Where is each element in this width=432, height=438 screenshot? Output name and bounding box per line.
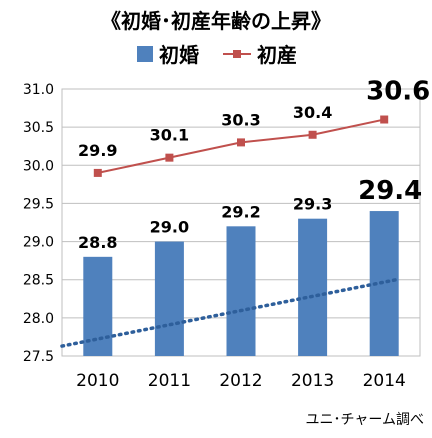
legend-label-bar: 初婚 bbox=[159, 43, 199, 67]
source-note: ユニ･チャーム調べ bbox=[306, 412, 424, 428]
x-tick-label: 2011 bbox=[148, 371, 191, 391]
line-value-label: 30.3 bbox=[221, 110, 260, 129]
y-tick-label: 29.0 bbox=[23, 235, 54, 251]
line-value-label: 30.6 bbox=[366, 77, 430, 107]
y-tick-label: 28.0 bbox=[23, 311, 54, 327]
y-tick-label: 31.0 bbox=[23, 82, 54, 98]
legend-swatch-marker bbox=[233, 50, 241, 58]
x-tick-label: 2013 bbox=[291, 371, 334, 391]
bar-value-label: 29.0 bbox=[150, 218, 189, 237]
x-tick-label: 2010 bbox=[76, 371, 119, 391]
plot-area: 27.5 28.0 28.5 29.0 29.5 30.0 30.5 31.0 2010 2011… bbox=[23, 77, 430, 391]
line-point-2014 bbox=[380, 115, 389, 124]
bar-value-label: 28.8 bbox=[78, 233, 117, 252]
y-tick-label: 29.5 bbox=[23, 196, 54, 212]
y-tick-label: 27.5 bbox=[23, 349, 54, 365]
legend: 初婚 初産 bbox=[137, 43, 297, 67]
y-tick-label: 30.5 bbox=[23, 120, 54, 136]
line-value-label: 29.9 bbox=[78, 141, 117, 160]
legend-label-line: 初産 bbox=[257, 43, 297, 67]
x-tick-label: 2012 bbox=[219, 371, 262, 391]
line-point-2013 bbox=[308, 130, 317, 139]
line-point-2010 bbox=[93, 168, 102, 177]
x-tick-label: 2014 bbox=[363, 371, 406, 391]
bar-value-label: 29.2 bbox=[221, 202, 260, 221]
bar-2013 bbox=[298, 218, 328, 356]
line-point-2012 bbox=[237, 138, 245, 147]
bar-2012 bbox=[226, 226, 256, 356]
trendline bbox=[60, 277, 398, 348]
legend-swatch-bar bbox=[137, 46, 153, 62]
y-tick-label: 28.5 bbox=[23, 273, 54, 289]
line-value-label: 30.4 bbox=[293, 103, 332, 122]
bar-value-label: 29.3 bbox=[293, 195, 332, 214]
line-value-label: 30.1 bbox=[150, 126, 189, 145]
chart-title: 《初婚･初産年齢の上昇》 bbox=[101, 9, 331, 33]
line-point-2011 bbox=[165, 153, 174, 162]
bar-2011 bbox=[154, 241, 184, 356]
y-tick-label: 30.0 bbox=[23, 158, 54, 174]
bar-value-label: 29.4 bbox=[358, 176, 422, 206]
